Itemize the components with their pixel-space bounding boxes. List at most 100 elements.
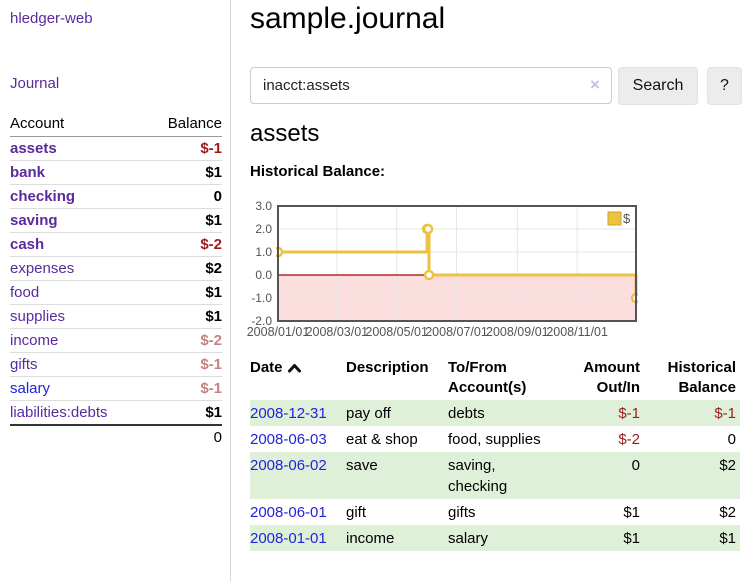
account-balance: $1 <box>146 400 222 426</box>
x-axis-tick-label: 2008/11/01 <box>546 325 608 339</box>
accounts-table: Account Balance assets $-1 bank $1 checking 0… <box>10 112 222 449</box>
legend-swatch <box>607 211 622 226</box>
account-balance: $-1 <box>146 352 222 377</box>
account-row: assets $-1 <box>10 137 222 161</box>
transaction-accounts: salary <box>448 530 489 547</box>
accounts-total-value: 0 <box>213 429 222 446</box>
y-axis-tick-label: -1.0 <box>251 291 272 305</box>
account-row: salary $-1 <box>10 376 222 401</box>
transaction-description: eat & shop <box>346 431 418 448</box>
transaction-date-link[interactable]: 2008-12-31 <box>250 405 327 422</box>
transaction-balance: $2 <box>719 457 736 474</box>
help-button[interactable]: ? <box>707 67 742 105</box>
sort-ascending-icon <box>287 364 301 373</box>
chart-plot-area: $ <box>276 205 638 322</box>
account-link-supplies[interactable]: supplies <box>10 308 66 325</box>
account-link-food[interactable]: food <box>10 284 40 301</box>
transaction-balance: $2 <box>719 504 736 521</box>
account-row: checking 0 <box>10 184 222 209</box>
register-header-date[interactable]: Date <box>250 358 346 400</box>
transaction-balance: $-1 <box>714 405 736 422</box>
transaction-amount: $-2 <box>618 431 640 448</box>
y-axis-tick-label: 1.0 <box>255 245 272 259</box>
chart-title: Historical Balance: <box>250 163 386 180</box>
account-row: saving $1 <box>10 208 222 233</box>
transaction-amount: $-1 <box>618 405 640 422</box>
transaction-description: pay off <box>346 405 391 422</box>
account-row: food $1 <box>10 280 222 305</box>
y-axis-tick-label: 0.0 <box>255 268 272 282</box>
legend-label: $ <box>623 211 631 226</box>
transaction-description: gift <box>346 504 367 521</box>
x-axis-tick-label: 2008/05/01 <box>365 325 428 339</box>
y-axis-tick-label: 3.0 <box>255 199 272 213</box>
transaction-accounts: debts <box>448 405 485 422</box>
transaction-balance: 0 <box>727 431 736 448</box>
y-axis-tick-label: -2.0 <box>251 314 272 328</box>
app-brand-link[interactable]: hledger-web <box>10 10 93 27</box>
x-axis-tick-label: 2008/07/01 <box>425 325 488 339</box>
account-row: cash $-2 <box>10 232 222 257</box>
register-table: Date Description To/From Account(s) Amou… <box>250 358 740 551</box>
accounts-total-row: 0 <box>10 425 222 449</box>
register-header-balance: Historical Balance <box>667 359 736 396</box>
x-axis-tick-label: 2008/01/01 <box>246 325 310 339</box>
transaction-amount: $1 <box>623 530 640 547</box>
transaction-row: 2008-06-03 eat & shop food, supplies $-2 0 <box>250 426 740 452</box>
account-balance: $1 <box>146 280 222 305</box>
account-balance: $-1 <box>146 376 222 401</box>
x-axis-tick-label: 2008/03/01 <box>305 325 369 339</box>
main-panel: sample.journal × Search ? assets Histori… <box>247 0 742 582</box>
account-balance: $1 <box>146 304 222 329</box>
account-row: supplies $1 <box>10 304 222 329</box>
transaction-row: 2008-12-31 pay off debts $-1 $-1 <box>250 400 740 426</box>
chart-data-point <box>422 223 434 235</box>
account-heading: assets <box>250 120 320 147</box>
sidebar: hledger-web Journal Account Balance asse… <box>0 0 231 582</box>
transaction-row: 2008-06-01 gift gifts $1 $2 <box>250 499 740 525</box>
transaction-accounts: saving, checking <box>448 457 508 495</box>
account-balance: $-1 <box>200 140 222 157</box>
accounts-header-account: Account <box>10 112 147 137</box>
account-balance: $2 <box>146 256 222 281</box>
account-link-cash[interactable]: cash <box>10 236 45 253</box>
account-link-expenses[interactable]: expenses <box>10 260 75 277</box>
account-link-gifts[interactable]: gifts <box>10 356 38 373</box>
account-link-bank[interactable]: bank <box>10 164 46 181</box>
transaction-description: income <box>346 530 395 547</box>
y-axis-tick-label: 2.0 <box>255 222 272 236</box>
account-link-salary[interactable]: salary <box>10 380 51 397</box>
transaction-date-link[interactable]: 2008-06-01 <box>250 504 327 521</box>
account-link-saving[interactable]: saving <box>10 212 58 229</box>
account-link-income[interactable]: income <box>10 332 59 349</box>
account-row: income $-2 <box>10 328 222 353</box>
account-link-checking[interactable]: checking <box>10 188 76 205</box>
transaction-date-link[interactable]: 2008-06-02 <box>250 457 327 474</box>
account-link-assets[interactable]: assets <box>10 140 57 157</box>
account-balance: $-2 <box>146 328 222 353</box>
account-balance: $1 <box>146 160 222 185</box>
chart-data-point <box>423 269 435 281</box>
historical-balance-chart: $ 3.0 2.0 1.0 0.0 -1.0 -2.0 2008/01/01 2008/03/… <box>247 196 720 344</box>
search-bar: × Search ? <box>250 67 742 105</box>
chart-border <box>277 205 637 322</box>
transaction-date-link[interactable]: 2008-01-01 <box>250 530 327 547</box>
register-header-description: Description <box>346 359 429 376</box>
transaction-balance: $1 <box>719 530 736 547</box>
transaction-row: 2008-06-02 save saving, checking 0 $2 <box>250 452 740 499</box>
transaction-amount: $1 <box>623 504 640 521</box>
clear-search-icon[interactable]: × <box>590 75 600 94</box>
transaction-accounts: food, supplies <box>448 431 541 448</box>
transaction-description: save <box>346 457 378 474</box>
register-header-amount: Amount Out/In <box>583 359 640 396</box>
transaction-row: 2008-01-01 income salary $1 $1 <box>250 525 740 551</box>
account-balance: $1 <box>146 208 222 233</box>
transaction-accounts: gifts <box>448 504 476 521</box>
transaction-date-link[interactable]: 2008-06-03 <box>250 431 327 448</box>
account-row: liabilities:debts $1 <box>10 400 222 426</box>
search-button[interactable]: Search <box>618 67 698 105</box>
sidebar-item-journal[interactable]: Journal <box>10 75 60 92</box>
search-input[interactable] <box>250 67 612 104</box>
account-link-liabilities-debts[interactable]: liabilities:debts <box>10 404 108 421</box>
account-row: bank $1 <box>10 160 222 185</box>
